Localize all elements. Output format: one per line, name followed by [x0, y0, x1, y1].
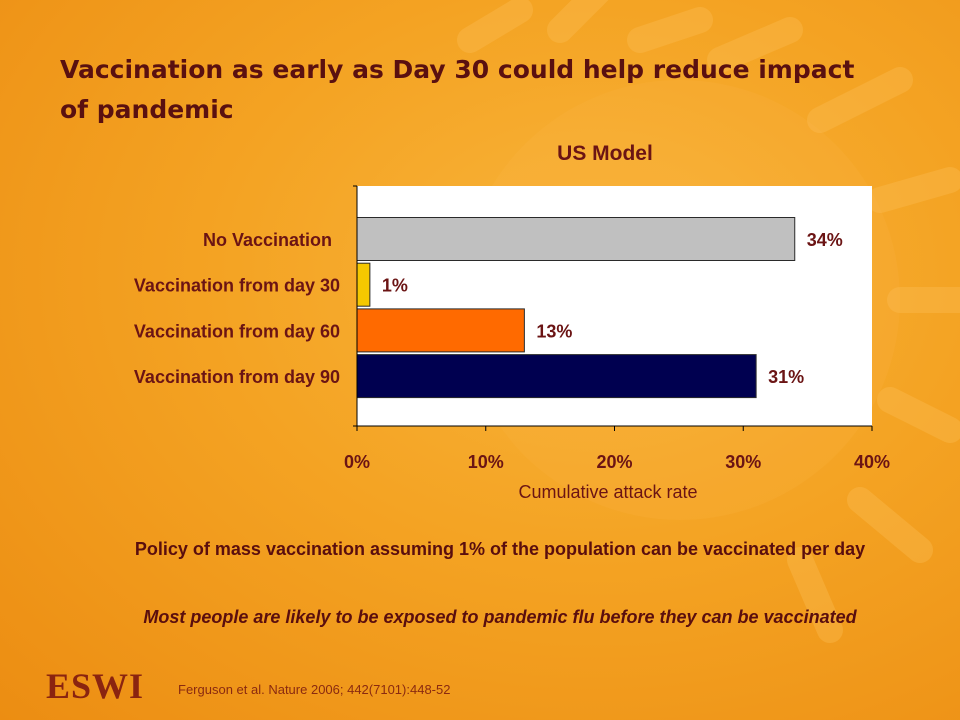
x-axis-label: Cumulative attack rate	[518, 482, 697, 502]
eswi-logo: ESWI	[46, 666, 145, 706]
x-tick-label: 0%	[344, 452, 370, 472]
exposure-note: Most people are likely to be exposed to …	[143, 607, 857, 627]
bar	[356, 262, 371, 307]
bar-value-label: 31%	[768, 367, 804, 387]
chart-title: US Model	[557, 142, 653, 165]
bar-value-label: 1%	[382, 276, 408, 296]
x-tick-label: 30%	[725, 452, 761, 472]
slide-title: Vaccination as early as Day 30 could hel…	[60, 55, 855, 124]
bar-value-label: 34%	[807, 230, 843, 250]
bar	[356, 308, 525, 353]
x-tick-label: 40%	[854, 452, 890, 472]
x-tick-label: 20%	[596, 452, 632, 472]
bar-value-label: 13%	[536, 321, 572, 341]
bar	[356, 217, 796, 261]
citation: Ferguson et al. Nature 2006; 442(7101):4…	[178, 682, 451, 697]
category-label: Vaccination from day 30	[134, 276, 340, 296]
x-tick-label: 10%	[468, 452, 504, 472]
category-label: Vaccination from day 60	[134, 321, 340, 341]
category-label: No Vaccination	[203, 230, 332, 250]
policy-note: Policy of mass vaccination assuming 1% o…	[134, 539, 866, 559]
bar	[356, 354, 757, 399]
category-label: Vaccination from day 90	[134, 367, 340, 387]
